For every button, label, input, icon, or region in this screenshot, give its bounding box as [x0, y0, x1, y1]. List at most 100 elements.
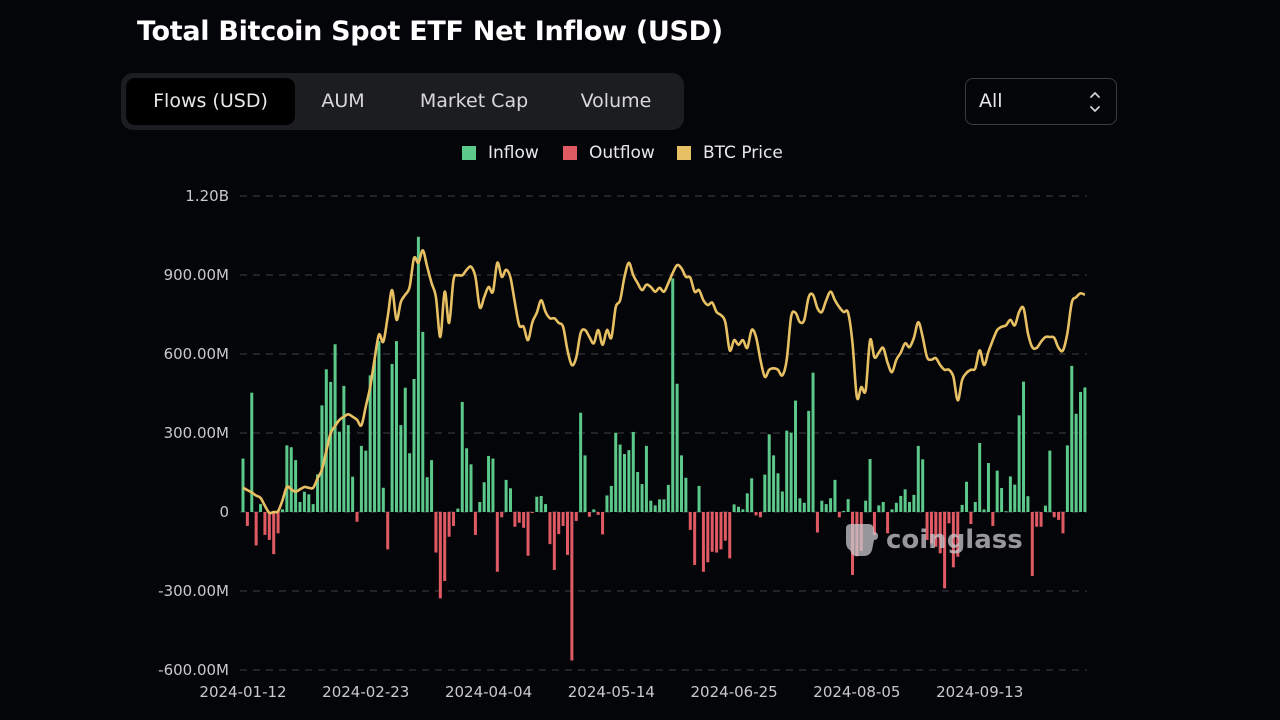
inflow-bar: [390, 364, 394, 512]
outflow-bar: [473, 512, 477, 535]
inflow-bar: [680, 455, 683, 512]
outflow-bar: [451, 512, 455, 526]
inflow-bar: [908, 501, 912, 512]
inflow-bar: [1013, 484, 1017, 512]
coinglass-watermark: coinglass: [840, 520, 1023, 560]
inflow-bar: [890, 509, 894, 512]
outflow-bar: [934, 512, 938, 547]
tab-aum[interactable]: AUM: [321, 90, 365, 112]
inflow-bar: [579, 412, 583, 512]
inflow-bar: [421, 331, 425, 512]
inflow-bar: [1083, 387, 1087, 512]
y-tick-label: 0: [219, 503, 229, 521]
inflow-bar: [737, 506, 741, 512]
outflow-bar: [601, 512, 605, 535]
inflow-bar: [899, 495, 903, 512]
tab-flows-usd[interactable]: Flows (USD): [126, 78, 295, 125]
inflow-bar: [280, 509, 284, 512]
inflow-bar: [592, 509, 596, 512]
tab-volume[interactable]: Volume: [580, 90, 652, 112]
inflow-bar: [368, 375, 372, 512]
outflow-bar: [758, 512, 762, 518]
outflow-bar: [434, 512, 438, 553]
y-tick-label: 900.00M: [164, 266, 229, 284]
inflow-bar: [881, 501, 885, 512]
tab-market-cap[interactable]: Market Cap: [419, 90, 529, 112]
inflow-bar: [618, 444, 622, 512]
outflow-bar: [728, 512, 732, 559]
chart-legend: Inflow Outflow BTC Price: [0, 143, 1280, 163]
inflow-bar: [986, 463, 990, 512]
inflow-bar: [1070, 365, 1074, 512]
inflow-bar: [311, 504, 315, 512]
outflow-bar: [956, 512, 960, 557]
outflow-bar: [245, 512, 249, 526]
inflow-bar: [469, 464, 473, 512]
inflow-bar: [960, 504, 964, 512]
inflow-bar: [1022, 381, 1026, 512]
inflow-bar: [508, 488, 512, 512]
inflow-bar: [377, 341, 381, 512]
inflow-bar: [662, 499, 666, 512]
inflow-bar: [425, 477, 429, 512]
legend-item-btc-price[interactable]: BTC Price: [677, 143, 783, 163]
up-down-chevron-icon: [1090, 92, 1100, 112]
inflow-bar: [697, 485, 701, 512]
inflow-bar: [412, 379, 416, 512]
inflow-bar: [973, 501, 977, 512]
inflow-bar: [921, 459, 925, 512]
inflow-bar: [671, 278, 675, 512]
outflow-bar: [272, 512, 276, 555]
outflow-bar: [951, 512, 955, 568]
outflow-bar: [719, 512, 723, 550]
outflow-bar: [1057, 512, 1061, 520]
inflow-bar: [982, 509, 986, 512]
coinglass-logo-icon: [846, 524, 878, 556]
outflow-bar: [495, 512, 499, 572]
inflow-bar: [609, 485, 613, 512]
legend-item-outflow[interactable]: Outflow: [563, 143, 655, 163]
outflow-bar: [1035, 512, 1039, 527]
inflow-bar: [842, 510, 846, 512]
inflow-bar: [622, 454, 626, 512]
outflow-bar: [991, 512, 995, 526]
inflow-bar: [767, 434, 771, 512]
outflow-bar: [447, 512, 451, 537]
outflow-bar: [693, 512, 697, 565]
inflow-bar: [324, 369, 328, 512]
inflow-bar: [408, 453, 412, 512]
inflow-bar: [916, 445, 920, 512]
outflow-bar: [710, 512, 714, 552]
inflow-bar: [403, 387, 407, 512]
x-tick-label: 2024-06-25: [691, 683, 778, 701]
btc-price-line: [242, 248, 1086, 515]
inflow-bar: [1000, 488, 1004, 512]
inflow-bar: [289, 447, 293, 512]
inflow-bar: [1004, 511, 1008, 513]
inflow-bar: [666, 484, 670, 512]
y-tick-label: -300.00M: [158, 582, 229, 600]
page-title: Total Bitcoin Spot ETF Net Inflow (USD): [137, 16, 723, 47]
outflow-bar: [1039, 512, 1043, 527]
x-tick-label: 2024-02-23: [322, 683, 409, 701]
outflow-bar: [943, 512, 947, 589]
inflow-swatch: [462, 146, 476, 160]
range-select[interactable]: All: [965, 78, 1117, 125]
inflow-bar: [811, 372, 815, 512]
inflow-bar: [482, 482, 486, 512]
outflow-bar: [552, 512, 556, 570]
inflow-bar: [824, 504, 828, 512]
outflow-bar: [688, 512, 692, 530]
inflow-bar: [732, 504, 736, 512]
inflow-bar: [903, 489, 907, 512]
outflow-bar: [925, 512, 929, 540]
inflow-bar: [868, 459, 872, 512]
inflow-bar: [504, 479, 508, 512]
legend-item-inflow[interactable]: Inflow: [462, 143, 539, 163]
legend-label: Inflow: [488, 143, 539, 163]
outflow-bar: [596, 512, 600, 515]
inflow-bar: [912, 494, 916, 512]
inflow-bar: [1008, 476, 1012, 512]
x-tick-label: 2024-09-13: [936, 683, 1023, 701]
inflow-bar: [894, 502, 898, 512]
